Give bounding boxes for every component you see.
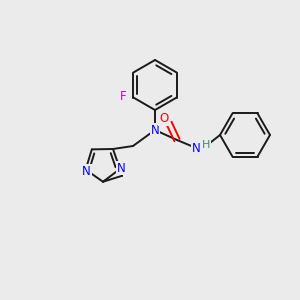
Text: N: N (116, 161, 125, 175)
Text: N: N (192, 142, 201, 155)
Text: F: F (120, 90, 127, 103)
Text: N: N (82, 165, 91, 178)
Text: O: O (159, 112, 169, 125)
Text: H: H (202, 140, 210, 150)
Text: N: N (151, 124, 159, 136)
